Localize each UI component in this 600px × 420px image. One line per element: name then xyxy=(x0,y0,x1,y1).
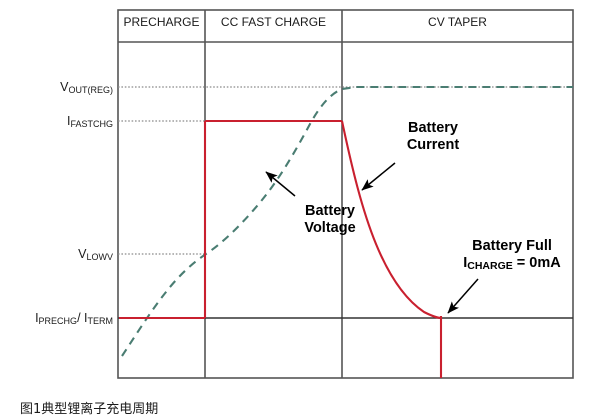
axis-label-separator: / xyxy=(77,311,85,325)
annotation-battery-voltage: Battery Voltage xyxy=(275,203,385,236)
phase-label-cc-fast-charge: CC FAST CHARGE xyxy=(220,15,327,29)
annotation-icharge-equals: = 0mA xyxy=(512,254,561,271)
annotation-battery-current-line1: Battery xyxy=(408,120,458,136)
axis-label-ifastchg-sub: FASTCHG xyxy=(70,119,113,129)
annotation-battery-current-line2: Current xyxy=(406,136,460,153)
axis-label-vout-reg: VOUT(REG) xyxy=(0,80,114,95)
battery-voltage-curve xyxy=(121,85,573,357)
annotation-battery-voltage-line2: Voltage xyxy=(304,219,356,236)
axis-label-ifastchg-main: I xyxy=(67,114,71,128)
annotation-battery-current: Battery Current xyxy=(378,120,488,153)
annotation-icharge-main: I xyxy=(463,254,468,271)
annotation-battery-voltage-line1: Battery xyxy=(305,203,355,219)
annotation-battery-full: Battery Full ICHARGE = 0mA xyxy=(442,238,582,272)
figure-caption: 图1典型锂离子充电周期 xyxy=(20,402,159,417)
axis-label-iprechg-sub: PRECHG xyxy=(38,316,78,326)
axis-label-vout-reg-main: V xyxy=(60,80,69,94)
axis-label-vlowv: VLOWV xyxy=(0,247,113,262)
annotation-battery-full-line1: Battery Full xyxy=(472,238,552,254)
battery-current-leader-arrow xyxy=(361,162,396,191)
phase-label-precharge: PRECHARGE xyxy=(123,15,200,29)
axis-label-iprechg-iterm: IPRECHG/ ITERM xyxy=(0,311,114,326)
axis-label-iterm-sub: TERM xyxy=(87,316,114,326)
axis-label-iprechg-main: I xyxy=(35,311,39,325)
phase-label-cv-taper: CV TAPER xyxy=(428,15,487,29)
plot-frame xyxy=(117,9,574,379)
battery-full-leader-arrow xyxy=(447,278,479,314)
battery-voltage-leader-arrow xyxy=(265,171,296,197)
annotation-battery-full-icharge: ICHARGE = 0mA xyxy=(442,255,582,272)
current-cv-taper-curve xyxy=(340,120,442,320)
axis-label-vlowv-main: V xyxy=(78,247,87,261)
axis-label-vout-reg-sub: OUT(REG) xyxy=(68,85,114,95)
axis-label-ifastchg: IFASTCHG xyxy=(0,114,113,129)
axis-label-iterm-main: I xyxy=(84,311,88,325)
axis-label-vlowv-sub: LOWV xyxy=(86,252,113,262)
annotation-icharge-sub: CHARGE xyxy=(467,259,513,272)
